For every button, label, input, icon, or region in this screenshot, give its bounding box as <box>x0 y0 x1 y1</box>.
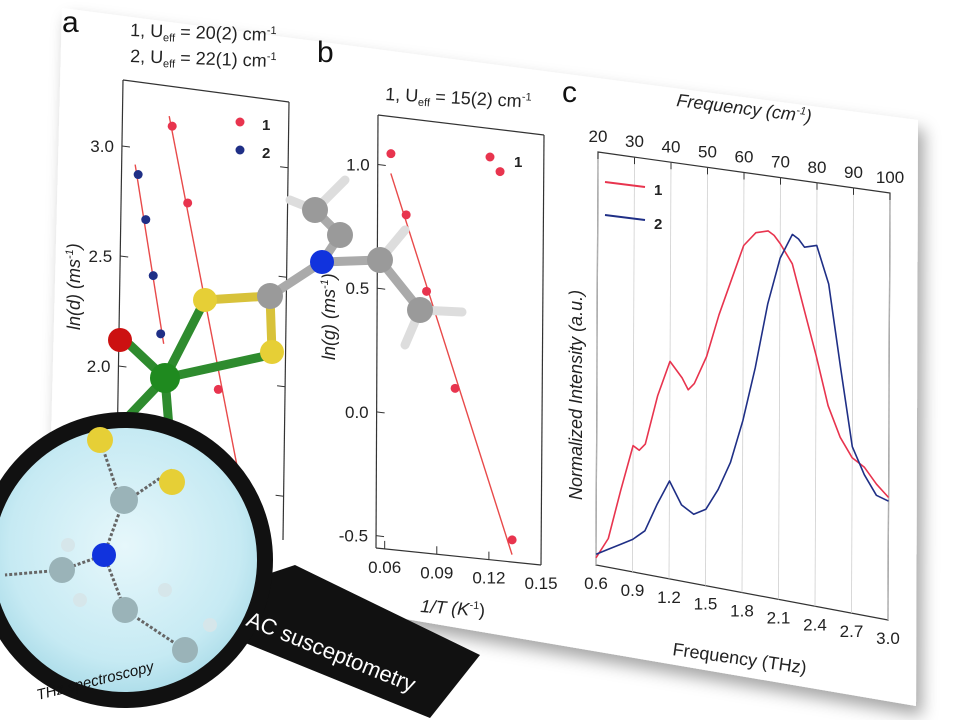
panel-c-x2tick-label: 60 <box>735 148 754 167</box>
panel-a-ytick-label: 2.0 <box>87 357 111 376</box>
panel-a-right-tick-mark <box>280 166 289 169</box>
panel-c-xtick-label: 0.9 <box>621 581 645 600</box>
panel-b-top-axis <box>377 114 545 136</box>
panel-b-xtick-label: 0.06 <box>368 558 401 577</box>
panel-a-data-point <box>141 215 151 225</box>
panel-c-gridline <box>705 167 708 586</box>
panel-c-x2tick-label: 40 <box>662 137 681 156</box>
panel-b-ytick-mark <box>376 411 385 414</box>
panel-c-x2tick-label: 90 <box>844 163 863 182</box>
panel-c-xtick-label: 2.4 <box>803 615 827 634</box>
panel-b-left-axis <box>375 114 379 549</box>
panel-label-c: c <box>562 76 577 109</box>
panel-c-gridline <box>668 162 672 579</box>
panel-c-legend-1-line <box>604 181 646 188</box>
panel-b-data-point <box>495 167 505 177</box>
panel-b-ylabel: ln(g) (ms-1) <box>319 273 339 360</box>
panel-a-right-tick-mark <box>278 275 287 278</box>
panel-b-ytick-label: -0.5 <box>339 527 368 546</box>
panel-b-ytick-label: 1.0 <box>346 155 370 174</box>
panel-b-data-point <box>386 149 396 159</box>
panel-c-gridline <box>851 187 854 614</box>
panel-b-fit-line <box>390 173 513 555</box>
panel-a-ytick-mark <box>120 255 129 258</box>
panel-c-legend-2-line <box>604 214 646 221</box>
panel-c-x2tick-label: 70 <box>771 153 790 172</box>
panel-a-title-1: 1, Ueff = 20(2) cm-1 <box>130 20 277 48</box>
panel-c-x2tick-label: 80 <box>808 158 827 177</box>
panel-a-data-point <box>183 198 193 208</box>
panel-c-x2tick-label: 30 <box>625 132 644 151</box>
panel-b-ytick-label: 0.5 <box>346 279 370 298</box>
panel-a-legend-2-marker <box>235 145 245 155</box>
panel-a-right-axis <box>282 101 290 541</box>
panel-b-chart: 1.0 0.5 0.0 -0.5 0.06 0.09 0.12 0.15 ln(g) (ms… <box>319 114 558 621</box>
panel-a-ylabel: ln(d) (ms-1) <box>64 243 84 330</box>
panel-a-ytick-label: 2.5 <box>89 247 113 266</box>
panel-a-legend-1-marker <box>235 117 245 127</box>
panel-b-xlabel: 1/T (K-1) <box>420 596 486 620</box>
panel-c-gridline <box>887 192 891 621</box>
magnifier-handle <box>235 565 480 718</box>
panel-a-fit-line <box>134 164 165 344</box>
panel-c-series-line-1 <box>595 230 890 559</box>
panel-c-legend-2: 2 <box>654 216 662 233</box>
panel-b-data-point <box>422 286 432 296</box>
panel-c-gridline <box>778 177 781 600</box>
panel-c-xtick-label: 3.0 <box>876 629 900 648</box>
panel-c-xtick-label: 2.1 <box>767 608 791 627</box>
panel-a-data-point <box>148 271 158 281</box>
panel-c-gridline <box>741 172 745 593</box>
panel-c-x2tick-label: 20 <box>589 127 608 146</box>
panel-a-data-point <box>156 329 166 339</box>
panel-c-x2tick-label: 50 <box>698 142 717 161</box>
panel-c-legend-1: 1 <box>654 182 662 199</box>
panel-b-ytick-mark <box>375 535 385 538</box>
panel-c-xtick-label: 2.7 <box>840 622 864 641</box>
panel-a-legend-1: 1 <box>262 117 270 134</box>
panel-b-data-point <box>450 383 460 393</box>
panel-b-ytick-label: 0.0 <box>345 403 369 422</box>
panel-b-xtick-label: 0.12 <box>472 569 505 588</box>
panel-b-legend-1-marker <box>485 152 495 162</box>
panel-a-title-2: 2, Ueff = 22(1) cm-1 <box>130 46 277 74</box>
panel-c-xtick-label: 1.2 <box>657 588 681 607</box>
panel-c-x2tick-label: 100 <box>876 168 904 187</box>
panel-b-title: 1, Ueff = 15(2) cm-1 <box>385 84 532 115</box>
panel-label-a: a <box>62 6 79 39</box>
panel-a-ytick-label: 3.0 <box>90 137 114 156</box>
panel-b-bottom-axis <box>375 547 542 566</box>
panel-a-ytick-mark <box>118 365 127 368</box>
panel-a-right-tick-mark <box>275 494 284 497</box>
panel-c-gridline <box>814 182 818 607</box>
panel-a-ytick-mark <box>121 145 131 148</box>
panel-b-ytick-mark <box>377 287 386 290</box>
panel-c-gridline <box>595 151 599 566</box>
panel-c-gridline <box>632 157 635 572</box>
panel-c-xtick-label: 0.6 <box>584 574 608 593</box>
panel-b-ytick-mark <box>377 163 386 166</box>
panel-label-b: b <box>317 36 334 69</box>
panel-a-top-axis <box>122 79 290 103</box>
magnifier-lens <box>0 412 273 708</box>
panel-b-data-point <box>401 210 411 220</box>
panel-a-data-point <box>213 384 223 394</box>
panel-a-data-point <box>133 170 143 180</box>
panel-a-right-tick-mark <box>277 385 286 388</box>
panel-b-xtick-label: 0.09 <box>420 563 453 582</box>
panel-b-right-axis <box>540 134 545 566</box>
panel-a-legend-2: 2 <box>262 145 270 162</box>
panel-c-xtick-label: 1.8 <box>730 602 754 621</box>
panel-a-data-point <box>167 121 177 131</box>
panel-b-data-point <box>507 535 517 545</box>
panel-c-series-line-2 <box>595 233 889 555</box>
panel-b-xtick-label: 0.15 <box>524 574 557 593</box>
panel-c-ylabel: Normalized Intensity (a.u.) <box>566 290 586 500</box>
panel-b-legend-1: 1 <box>514 154 522 171</box>
panel-c-xtick-label: 1.5 <box>694 595 718 614</box>
